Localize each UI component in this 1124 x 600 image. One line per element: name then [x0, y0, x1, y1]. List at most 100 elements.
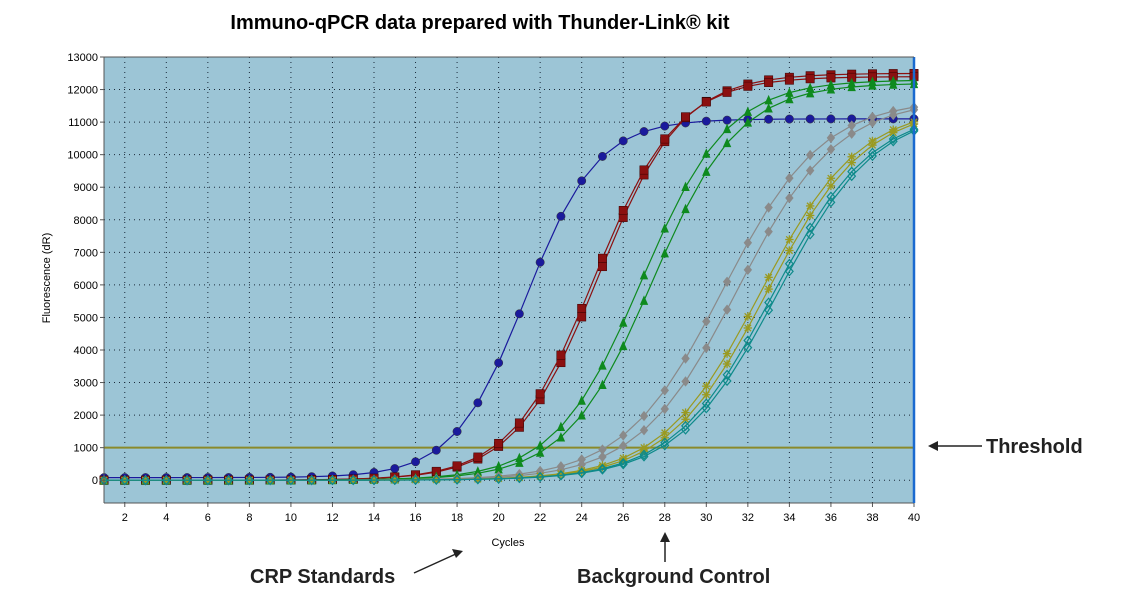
data-point — [327, 475, 337, 486]
data-point — [535, 440, 545, 450]
data-point — [743, 106, 753, 116]
data-point — [805, 114, 815, 124]
data-point — [868, 117, 877, 128]
data-point — [701, 116, 711, 126]
data-point — [348, 475, 358, 486]
data-point — [556, 432, 566, 442]
data-point — [577, 176, 587, 186]
data-point — [598, 151, 607, 161]
data-point — [743, 335, 753, 346]
data-point — [473, 474, 483, 485]
x-tick-label: 16 — [409, 512, 421, 524]
data-point — [619, 430, 628, 441]
data-point — [535, 447, 545, 457]
data-point — [784, 114, 794, 124]
grid-lines — [104, 56, 915, 503]
data-point — [535, 257, 545, 267]
data-point — [847, 171, 857, 182]
data-point — [702, 342, 711, 354]
data-point — [764, 114, 774, 124]
data-point — [515, 457, 524, 467]
data-point — [577, 459, 586, 470]
data-point — [722, 115, 732, 125]
data-point — [681, 415, 690, 424]
data-point — [702, 166, 711, 176]
data-point — [494, 463, 503, 474]
chart-title: Immuno-qPCR data prepared with Thunder-L… — [230, 12, 730, 34]
data-point — [764, 226, 773, 237]
data-point — [826, 191, 836, 202]
data-point — [701, 403, 711, 414]
data-point — [660, 437, 670, 448]
data-point — [577, 303, 587, 313]
y-tick-label: 8000 — [74, 215, 98, 227]
crp-standards-arrow — [413, 552, 459, 574]
data-point — [224, 475, 234, 486]
data-point — [660, 385, 669, 396]
data-point — [867, 147, 877, 158]
data-point — [889, 79, 898, 89]
data-point — [826, 197, 836, 208]
data-point — [597, 464, 607, 475]
data-point — [826, 174, 836, 183]
data-point-stroke — [785, 235, 794, 244]
x-tick-label: 36 — [825, 512, 837, 524]
x-tick-label: 24 — [576, 512, 588, 524]
data-point — [785, 192, 794, 204]
data-point — [244, 475, 254, 486]
data-point — [452, 461, 462, 471]
data-point — [743, 312, 753, 321]
data-point — [265, 475, 275, 486]
series-line — [103, 130, 915, 481]
data-point — [203, 475, 213, 486]
threshold-annotation: Threshold — [986, 436, 1083, 458]
data-point — [764, 94, 773, 105]
data-point — [473, 398, 483, 408]
x-tick-label: 38 — [866, 512, 878, 524]
threshold-arrowhead — [928, 441, 938, 451]
data-point — [826, 84, 836, 94]
data-point-stroke — [702, 391, 710, 399]
data-point-stroke — [889, 128, 897, 137]
data-point — [868, 111, 877, 123]
data-point — [639, 449, 649, 460]
data-point — [743, 117, 753, 127]
data-point — [826, 181, 836, 191]
data-point — [722, 369, 732, 380]
data-point — [702, 316, 711, 327]
data-point — [556, 470, 566, 481]
data-point — [889, 109, 898, 121]
data-point — [722, 359, 732, 369]
data-point — [805, 165, 815, 176]
y-tick-label: 6000 — [74, 280, 98, 292]
data-point — [681, 376, 690, 387]
x-tick-label: 34 — [783, 512, 795, 524]
data-point — [681, 353, 690, 364]
data-point — [847, 128, 856, 139]
data-point-stroke — [806, 211, 814, 220]
series-11 — [99, 125, 919, 486]
data-point — [535, 389, 545, 399]
data-point — [161, 475, 171, 486]
data-point — [826, 114, 836, 124]
data-point — [514, 418, 524, 428]
data-point — [390, 464, 400, 474]
data-point — [514, 309, 524, 319]
y-tick-label: 9000 — [74, 182, 98, 194]
x-tick-label: 28 — [659, 512, 671, 524]
data-point — [868, 80, 877, 90]
data-point — [660, 121, 670, 131]
data-point — [182, 475, 192, 486]
plot-background — [104, 57, 914, 503]
data-point — [639, 127, 649, 136]
data-point — [867, 150, 877, 162]
data-point — [888, 133, 898, 145]
data-point — [764, 305, 774, 316]
data-point — [805, 82, 815, 93]
data-point-stroke — [702, 382, 710, 390]
data-point — [639, 410, 649, 422]
data-point — [785, 172, 794, 184]
data-point — [639, 269, 649, 280]
data-point — [847, 158, 856, 167]
x-tick-label: 6 — [205, 512, 211, 524]
